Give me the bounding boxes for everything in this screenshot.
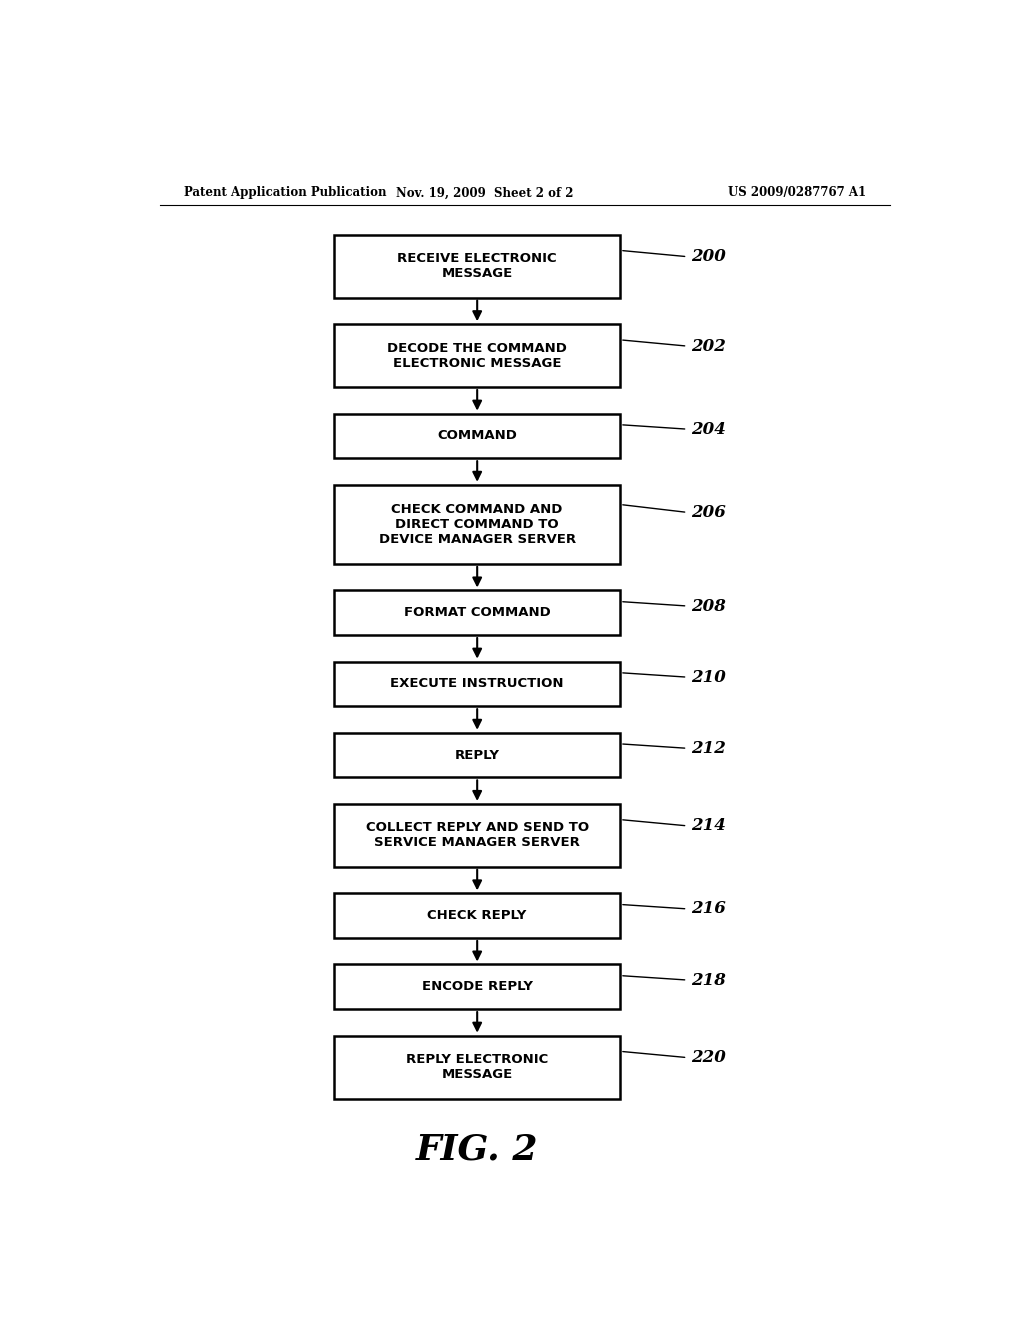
Bar [334,733,620,777]
Text: REPLY ELECTRONIC
MESSAGE: REPLY ELECTRONIC MESSAGE [407,1053,548,1081]
Bar [334,894,620,939]
Text: RECEIVE ELECTRONIC
MESSAGE: RECEIVE ELECTRONIC MESSAGE [397,252,557,280]
Text: 208: 208 [691,598,726,615]
Bar [334,325,620,387]
Text: COMMAND: COMMAND [437,429,517,442]
Text: EXECUTE INSTRUCTION: EXECUTE INSTRUCTION [390,677,564,690]
Bar [334,661,620,706]
Bar [334,484,620,564]
Text: US 2009/0287767 A1: US 2009/0287767 A1 [728,186,866,199]
Text: Patent Application Publication: Patent Application Publication [183,186,386,199]
Bar [334,1036,620,1098]
Text: 210: 210 [691,669,726,685]
Bar [334,413,620,458]
Text: DECODE THE COMMAND
ELECTRONIC MESSAGE: DECODE THE COMMAND ELECTRONIC MESSAGE [387,342,567,370]
Text: ENCODE REPLY: ENCODE REPLY [422,981,532,993]
Text: 218: 218 [691,972,726,989]
Text: 204: 204 [691,421,726,438]
Text: 216: 216 [691,900,726,917]
Text: 214: 214 [691,817,726,834]
Text: COLLECT REPLY AND SEND TO
SERVICE MANAGER SERVER: COLLECT REPLY AND SEND TO SERVICE MANAGE… [366,821,589,849]
Text: FORMAT COMMAND: FORMAT COMMAND [403,606,551,619]
Bar [334,965,620,1008]
Bar [334,590,620,635]
Text: CHECK COMMAND AND
DIRECT COMMAND TO
DEVICE MANAGER SERVER: CHECK COMMAND AND DIRECT COMMAND TO DEVI… [379,503,575,545]
Text: REPLY: REPLY [455,748,500,762]
Text: 206: 206 [691,504,726,521]
Text: 200: 200 [691,248,726,265]
Text: FIG. 2: FIG. 2 [416,1133,539,1167]
Text: 202: 202 [691,338,726,355]
Bar [334,804,620,867]
Text: CHECK REPLY: CHECK REPLY [427,909,527,923]
Text: 220: 220 [691,1049,726,1067]
Bar [334,235,620,297]
Text: Nov. 19, 2009  Sheet 2 of 2: Nov. 19, 2009 Sheet 2 of 2 [396,186,573,199]
Text: 212: 212 [691,739,726,756]
